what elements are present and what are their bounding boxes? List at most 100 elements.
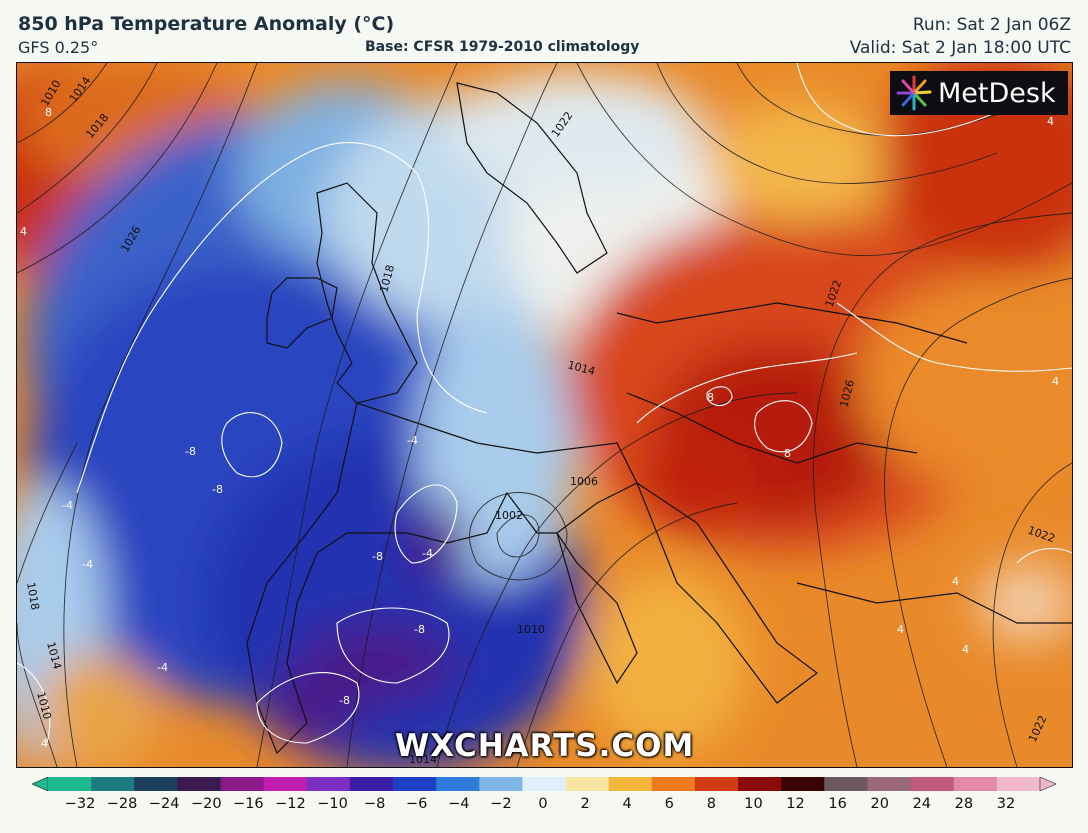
coast-western-europe [246, 402, 638, 755]
isobars [17, 63, 1072, 767]
anomaly-label: -8 [372, 550, 383, 563]
colorbar-tick-label: 4 [622, 796, 632, 812]
colorbar-tick-label: 16 [828, 796, 847, 812]
colorbar-tick-label: −2 [490, 796, 512, 812]
colorbar-cell [177, 777, 222, 791]
contour-minus8-d [256, 672, 360, 744]
anomaly-label: 4 [952, 575, 959, 588]
anomaly-label: 4 [1052, 375, 1059, 388]
isobar-1002-low [496, 514, 540, 558]
colorbar-tick-label: 28 [954, 796, 974, 812]
colorbar-cell [608, 777, 653, 791]
anomaly-label: -8 [185, 445, 196, 458]
anomaly-label: 4 [20, 225, 27, 238]
contour-8-b [706, 386, 733, 407]
colorbar-tick-label: −10 [317, 796, 348, 812]
climatology-base-label: Base: CFSR 1979-2010 climatology [365, 39, 640, 55]
colorbar-tick-label: 0 [538, 796, 548, 812]
colorbar-cell [134, 777, 178, 791]
model-label: GFS 0.25° [18, 38, 99, 57]
chart-title: 850 hPa Temperature Anomaly (°C) [18, 13, 395, 35]
isobar-1006-low [469, 492, 568, 581]
anomaly-label: -4 [407, 434, 418, 447]
colorbar-tick-label: 10 [744, 796, 763, 812]
wxcharts-watermark: WXCHARTS.COM [395, 728, 695, 764]
metdesk-logo-text: MetDesk [938, 77, 1056, 109]
contour-minus4-west [76, 142, 488, 494]
colorbar-tick-label: 2 [580, 796, 590, 812]
colorbar-tick-label: −6 [406, 796, 428, 812]
contour-minus8-a [221, 412, 283, 478]
colorbar-tick-label: 8 [706, 796, 716, 812]
colorbar-cell [824, 777, 868, 791]
colorbar-tick-label: −4 [448, 796, 470, 812]
border-north-europe [616, 302, 968, 344]
colorbar-cell [393, 777, 437, 791]
colorbar-tick-label: −16 [233, 796, 264, 812]
colorbar-cell [436, 777, 480, 791]
colorbar-cell [349, 777, 394, 791]
colorbar-cell [220, 777, 265, 791]
colorbar-cell [867, 777, 912, 791]
anomaly-label: -4 [62, 499, 73, 512]
coast-black-sea [796, 582, 1072, 624]
coast-ireland [266, 277, 338, 349]
colorbar-cell [738, 777, 782, 791]
isobar-label: 1002 [495, 509, 523, 522]
map-canvas: 1010 1014 1018 1026 1022 1014 1018 1022 … [17, 63, 1072, 767]
anomaly-label: 4 [962, 643, 969, 656]
colorbar-tick-label: 32 [996, 796, 1016, 812]
colorbar-tick-label: −12 [275, 796, 306, 812]
coast-balkans [635, 481, 818, 704]
colorbar-tick-label: 20 [870, 796, 889, 812]
run-time-label: Run: Sat 2 Jan 06Z [912, 15, 1071, 35]
isobar-label: 1014 [409, 753, 437, 766]
colorbar-tick-label: 6 [664, 796, 674, 812]
colorbar-tick-label: −24 [148, 796, 180, 812]
colorbar-cell [479, 777, 523, 791]
colorbar-cell [306, 777, 351, 791]
metdesk-burst-icon [896, 75, 932, 111]
colorbar-min-arrow [32, 777, 49, 791]
colorbar-max-arrow [1039, 777, 1056, 791]
coast-great-britain [316, 182, 418, 404]
anomaly-map: 1010 1014 1018 1026 1022 1014 1018 1022 … [16, 62, 1073, 768]
anomaly-label: 8 [45, 106, 52, 119]
colorbar-tick-label: −28 [106, 796, 138, 812]
colorbar-tick-label: 12 [786, 796, 805, 812]
colorbar [32, 777, 1056, 791]
colorbar-cell [694, 777, 739, 791]
anomaly-label: 4 [41, 737, 48, 750]
colorbar-cell [953, 777, 998, 791]
colorbar-cell [781, 777, 825, 791]
isobar-1026 [63, 63, 258, 767]
isobar-1010 [17, 63, 108, 144]
coast-scandinavia [456, 82, 608, 274]
colorbar-tick-label: −8 [363, 796, 386, 812]
colorbar-cell [263, 777, 308, 791]
contour-minus8-c [336, 607, 450, 684]
valid-time-label: Valid: Sat 2 Jan 18:00 UTC [849, 38, 1071, 58]
anomaly-label: -4 [422, 547, 433, 560]
anomaly-label: 4 [1047, 115, 1054, 128]
isobar-label: 1018 [24, 581, 42, 611]
isobar-label: 1010 [517, 623, 545, 636]
anomaly-field [17, 63, 1072, 767]
colorbar-cell [651, 777, 696, 791]
coastlines [246, 82, 1072, 755]
colorbar-cell [565, 777, 610, 791]
border-central-europe [626, 392, 918, 464]
colorbar-tick-label: 24 [912, 796, 932, 812]
colorbar-tick-label: −20 [190, 796, 222, 812]
isobar-label: 1006 [570, 475, 598, 488]
anomaly-label: -8 [414, 623, 425, 636]
anomaly-label: -8 [339, 694, 350, 707]
coast-italy [556, 532, 638, 685]
anomaly-label: -4 [157, 661, 168, 674]
colorbar-tick-label: −32 [64, 796, 96, 812]
anomaly-label: -4 [82, 558, 93, 571]
colorbar-ticks: −32 −28 −24 −20 −16 −12 −10 −8 −6 −4 −2 0 2 4 6 8 10 12 16… [0, 796, 1088, 820]
anomaly-contours [17, 63, 1072, 744]
colorbar-cell [910, 777, 955, 791]
anomaly-label: 8 [784, 447, 791, 460]
